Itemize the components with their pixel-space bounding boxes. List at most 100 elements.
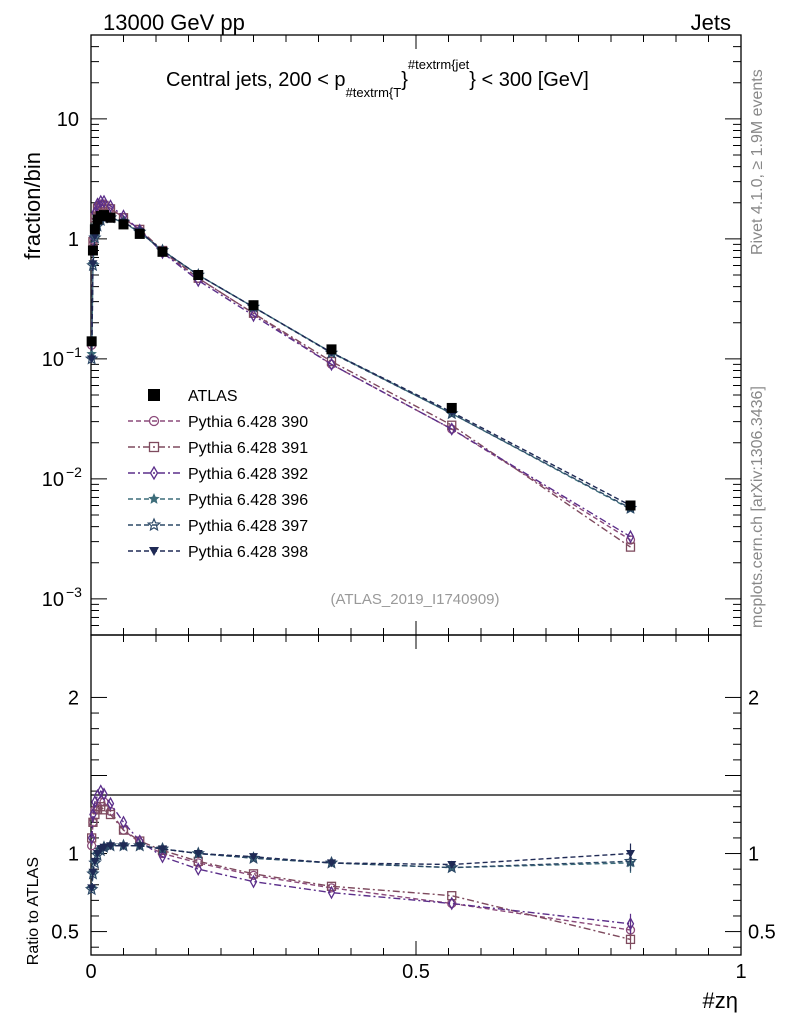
legend-item: Pythia 6.428 397 xyxy=(128,517,308,535)
data-point xyxy=(149,547,159,556)
data-point xyxy=(100,787,108,802)
data-point xyxy=(626,529,635,544)
legend-item: Pythia 6.428 392 xyxy=(128,465,308,483)
data-point xyxy=(99,210,109,221)
y-tick-label: 10 xyxy=(42,589,64,611)
ratio-series-line xyxy=(91,805,631,941)
legend-label: Pythia 6.428 392 xyxy=(188,466,308,483)
xlabel: #zη xyxy=(703,988,738,1013)
legend-label: ATLAS xyxy=(188,388,238,405)
ratio-series-pythia-6-428-390 xyxy=(87,797,636,941)
data-point xyxy=(626,916,635,931)
ratio-series-pythia-6-428-392 xyxy=(87,784,635,934)
ratio-series-line xyxy=(91,790,631,925)
data-point xyxy=(326,881,337,891)
title-close: } xyxy=(401,69,408,91)
ratio-series-line xyxy=(91,845,631,888)
data-point xyxy=(447,860,457,869)
y-tick-exponent: −3 xyxy=(66,584,82,600)
data-point xyxy=(157,246,168,257)
ratio-y-tick-label: 0.5 xyxy=(51,922,79,944)
data-point xyxy=(446,402,457,413)
ratio-y-tick-label-right: 2 xyxy=(748,687,759,709)
y-tick-label: 1 xyxy=(68,229,79,251)
data-point xyxy=(248,300,259,311)
legend-label: Pythia 6.428 396 xyxy=(188,492,308,509)
ratio-series-layer xyxy=(84,784,638,950)
data-point xyxy=(87,884,97,893)
data-point xyxy=(88,868,98,877)
ratio-y-tick-label-right: 0.5 xyxy=(748,922,776,944)
ratio-y-tick-label-right: 1 xyxy=(748,844,759,866)
ratio-series-line xyxy=(91,845,631,890)
ratio-series-pythia-6-428-398 xyxy=(87,842,635,893)
ratio-series-pythia-6-428-397 xyxy=(84,838,638,896)
series-line xyxy=(91,200,631,538)
data-point xyxy=(93,197,102,211)
data-point xyxy=(148,389,160,401)
ratio-series-pythia-6-428-391 xyxy=(87,802,636,950)
data-point xyxy=(135,842,145,851)
data-point xyxy=(90,857,100,866)
data-point xyxy=(88,260,98,269)
y-tick-label: 10 xyxy=(57,109,79,131)
title-subscript: #textrm{T xyxy=(346,85,402,100)
data-point xyxy=(89,224,100,235)
series-pythia-6-428-392 xyxy=(87,194,635,544)
data-point xyxy=(327,357,336,372)
x-tick-label: 0.5 xyxy=(402,961,430,983)
y-tick-label: 10 xyxy=(42,349,64,371)
data-point xyxy=(97,784,105,798)
series-line xyxy=(91,216,631,510)
data-point xyxy=(158,849,167,864)
data-point xyxy=(119,842,128,851)
data-point xyxy=(626,850,635,859)
data-point xyxy=(623,854,638,868)
legend-item: Pythia 6.428 398 xyxy=(128,544,308,561)
data-point xyxy=(118,825,129,835)
ratio-series-line xyxy=(91,801,631,931)
data-point xyxy=(194,862,202,877)
data-point xyxy=(87,831,96,845)
ratio-ylabel: Ratio to ATLAS xyxy=(25,857,42,965)
data-point xyxy=(326,344,337,355)
legend-item: ATLAS xyxy=(148,388,238,405)
data-point xyxy=(87,245,98,256)
ratio-y-tick-label: 2 xyxy=(68,687,79,709)
data-point xyxy=(327,859,336,868)
legend-label: Pythia 6.428 390 xyxy=(188,414,308,431)
header-energy: 13000 GeV pp xyxy=(103,10,245,35)
legend-label: Pythia 6.428 398 xyxy=(188,544,308,561)
series-line xyxy=(91,216,631,509)
data-point xyxy=(87,355,97,364)
title-prefix: Central jets, 200 < p xyxy=(166,69,346,91)
data-point xyxy=(99,843,109,852)
data-point xyxy=(118,219,129,230)
data-point xyxy=(96,802,106,812)
data-point xyxy=(248,869,259,879)
data-point xyxy=(447,891,457,901)
y-tick-label: 10 xyxy=(42,469,64,491)
data-point xyxy=(89,807,97,822)
x-tick-label: 1 xyxy=(735,961,746,983)
ratio-y-tick-label: 1 xyxy=(68,844,79,866)
legend-item: Pythia 6.428 390 xyxy=(128,414,308,431)
data-point xyxy=(106,796,115,811)
analysis-tag: (ATLAS_2019_I1740909) xyxy=(330,591,499,608)
data-point xyxy=(327,885,336,900)
data-point xyxy=(97,194,105,209)
title-suffix: } < 300 [GeV] xyxy=(469,69,589,91)
mcplots-label: mcplots.cern.ch [arXiv:1306.3436] xyxy=(749,386,766,628)
ratio-series-pythia-6-428-396 xyxy=(86,840,636,893)
y-tick-exponent: −2 xyxy=(66,464,82,480)
main-series-layer xyxy=(84,194,638,552)
series-line xyxy=(91,203,631,541)
x-tick-label: 0 xyxy=(85,961,96,983)
data-point xyxy=(445,860,459,874)
data-point xyxy=(148,441,160,453)
ratio-series-line xyxy=(91,845,631,888)
data-point xyxy=(448,896,456,911)
legend-label: Pythia 6.428 397 xyxy=(188,518,308,535)
